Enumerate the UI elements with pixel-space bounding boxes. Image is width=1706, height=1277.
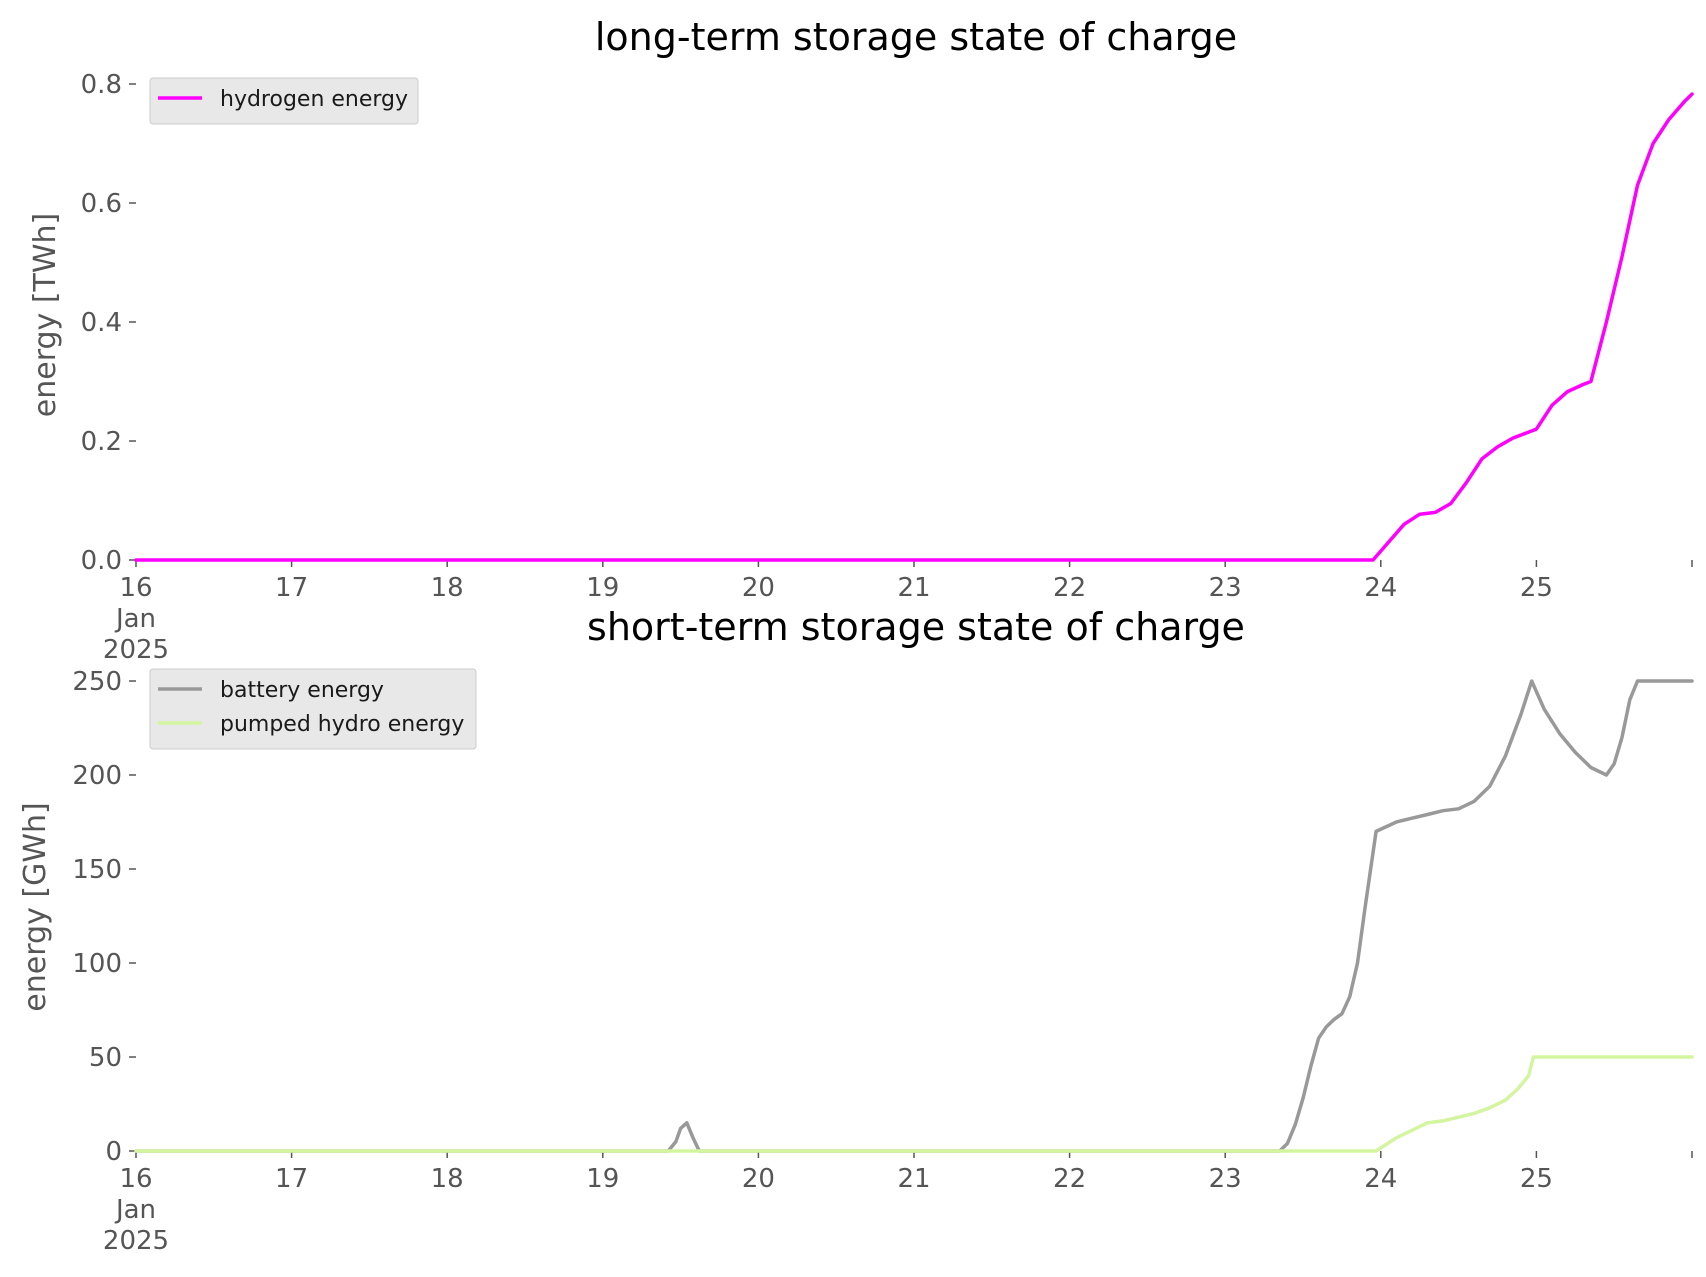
legend-label: battery energy	[220, 678, 384, 703]
axis-ticks: 0.0 0.2 0.4 0.6 0.8 16 Jan 2025 17 18 19 20 21 22 23 24…	[81, 70, 1693, 665]
y-tick-label: 0	[105, 1137, 122, 1167]
x-tick-label: 19	[586, 1164, 619, 1194]
y-tick-label: 0.4	[81, 308, 122, 338]
short-term-storage-chart: short-term storage state of charge energ…	[18, 605, 1694, 1256]
x-tick-label: 25	[1520, 573, 1553, 603]
x-tick-label: 16 Jan 2025	[103, 573, 169, 665]
x-tick-label: 16 Jan 2025	[103, 1164, 169, 1256]
x-tick-label: 25	[1520, 1164, 1553, 1194]
y-tick-label: 0.2	[81, 427, 122, 457]
y-axis-label: energy [GWh]	[18, 802, 53, 1011]
y-tick-label: 0.6	[81, 189, 122, 219]
y-axis-label: energy [TWh]	[28, 213, 63, 417]
axis-ticks: 0 50 100 150 200 250 16 Jan 2025 17 18 19 20 21 22 23 24…	[72, 667, 1693, 1256]
series-lines	[134, 679, 1694, 1153]
battery-energy-line	[134, 679, 1694, 1153]
long-term-storage-chart: long-term storage state of charge energy…	[28, 15, 1694, 665]
chart-title: long-term storage state of charge	[595, 15, 1237, 59]
legend-label: hydrogen energy	[220, 87, 408, 112]
x-tick-label: 24	[1364, 1164, 1397, 1194]
x-tick-label: 21	[897, 1164, 930, 1194]
chart-title: short-term storage state of charge	[587, 605, 1245, 649]
x-tick-label: 18	[431, 573, 464, 603]
y-tick-label: 150	[72, 855, 122, 885]
pumped-hydro-energy-line	[134, 1055, 1694, 1153]
x-tick-label: 20	[742, 1164, 775, 1194]
y-tick-label: 0.8	[81, 70, 122, 100]
x-tick-label: 23	[1209, 1164, 1242, 1194]
x-tick-label: 19	[586, 573, 619, 603]
x-tick-label: 17	[275, 573, 308, 603]
legend-label: pumped hydro energy	[220, 712, 464, 737]
x-tick-label: 17	[275, 1164, 308, 1194]
y-tick-label: 100	[72, 949, 122, 979]
x-tick-label: 20	[742, 573, 775, 603]
x-tick-label: 22	[1053, 573, 1086, 603]
x-tick-label: 23	[1209, 573, 1242, 603]
x-tick-label: 22	[1053, 1164, 1086, 1194]
y-tick-label: 200	[72, 761, 122, 791]
legend-box	[149, 668, 477, 750]
legend: hydrogen energy	[149, 77, 419, 125]
legend-box	[149, 77, 419, 125]
y-tick-label: 50	[89, 1043, 122, 1073]
hydrogen-energy-line	[134, 92, 1694, 562]
y-tick-label: 0.0	[81, 546, 122, 576]
x-tick-label: 18	[431, 1164, 464, 1194]
x-tick-label: 21	[897, 573, 930, 603]
x-tick-label: 24	[1364, 573, 1397, 603]
legend: battery energy pumped hydro energy	[149, 668, 477, 750]
series-lines	[134, 92, 1694, 562]
y-tick-label: 250	[72, 667, 122, 697]
